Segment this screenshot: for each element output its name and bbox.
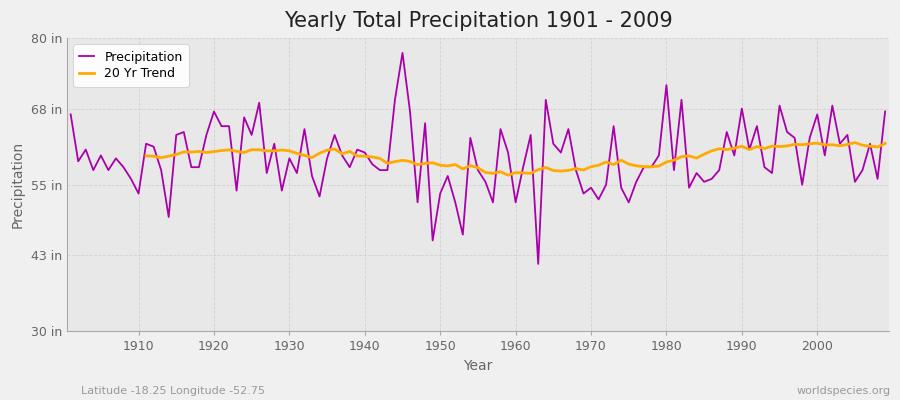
20 Yr Trend [850,140,860,145]
Title: Yearly Total Precipitation 1901 - 2009: Yearly Total Precipitation 1901 - 2009 [284,11,672,31]
Line: 20 Yr Trend: 20 Yr Trend [146,142,885,175]
Precipitation [397,50,408,55]
20 Yr Trend [729,146,740,150]
Y-axis label: Precipitation: Precipitation [11,141,25,228]
20 Yr Trend [540,165,551,170]
Precipitation [533,262,544,266]
Precipitation [66,112,77,117]
Precipitation [518,165,528,170]
Text: worldspecies.org: worldspecies.org [796,386,891,396]
Line: Precipitation: Precipitation [71,53,885,264]
20 Yr Trend [503,173,514,178]
Precipitation [292,171,302,176]
20 Yr Trend [518,170,528,175]
20 Yr Trend [879,141,890,146]
20 Yr Trend [367,154,378,159]
20 Yr Trend [140,153,151,158]
Precipitation [337,153,347,158]
Text: Latitude -18.25 Longitude -52.75: Latitude -18.25 Longitude -52.75 [81,386,265,396]
X-axis label: Year: Year [464,359,492,373]
20 Yr Trend [314,151,325,156]
Precipitation [126,176,137,181]
Precipitation [616,185,626,190]
Legend: Precipitation, 20 Yr Trend: Precipitation, 20 Yr Trend [73,44,189,87]
Precipitation [879,109,890,114]
Precipitation [510,200,521,205]
20 Yr Trend [337,151,347,156]
